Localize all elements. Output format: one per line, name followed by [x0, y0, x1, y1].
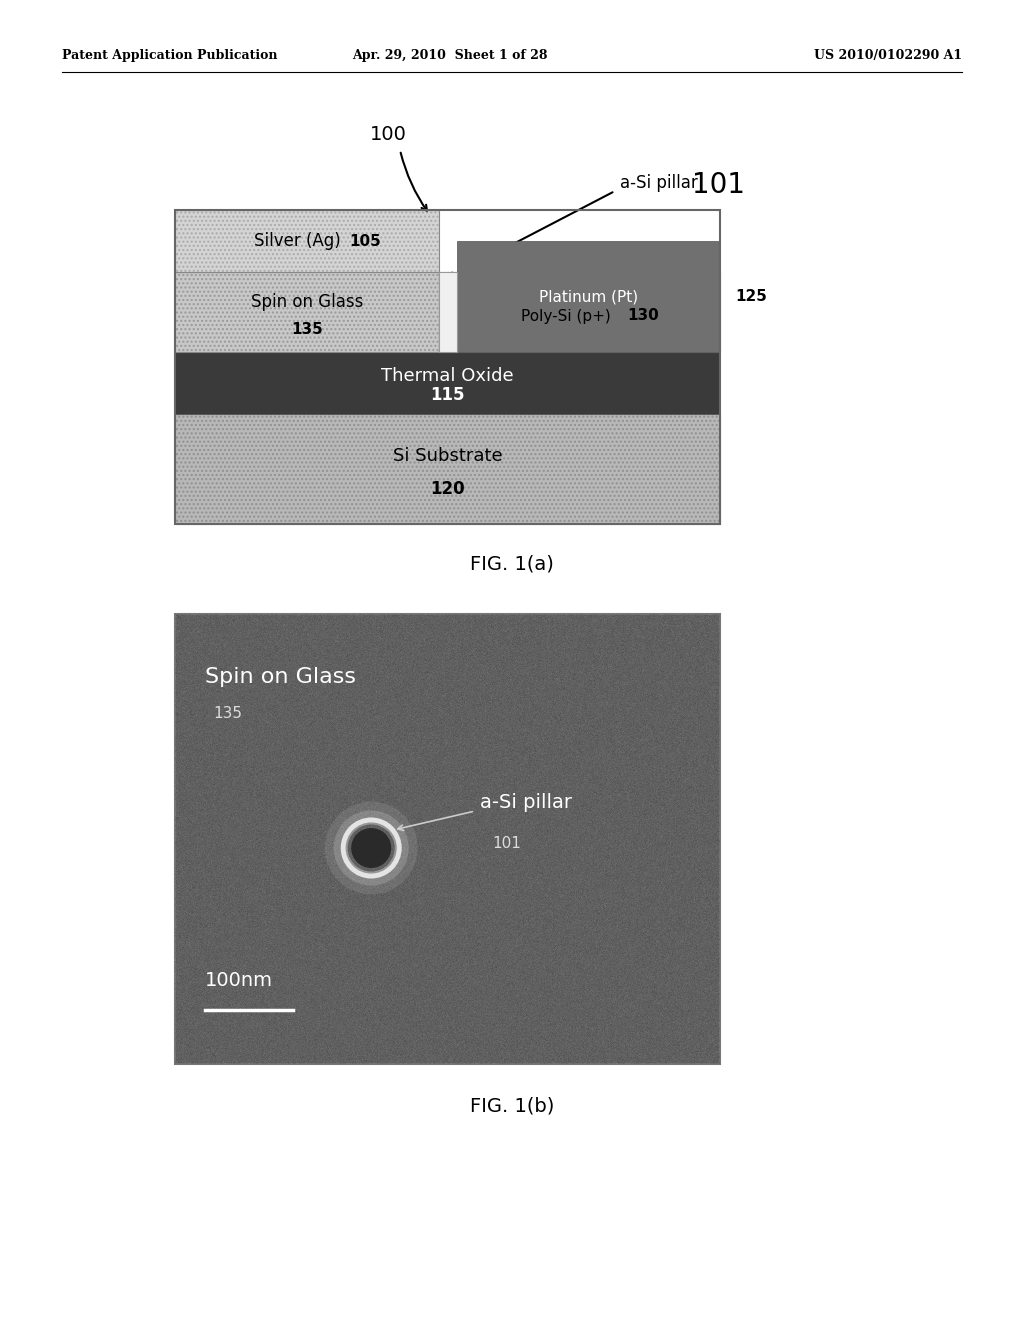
Text: Platinum (Pt): Platinum (Pt) — [539, 289, 638, 304]
Bar — [439, 272, 720, 352]
Text: Si Substrate: Si Substrate — [392, 446, 503, 465]
Bar — [175, 614, 720, 1064]
Text: 100: 100 — [370, 125, 407, 144]
Text: 120: 120 — [430, 479, 465, 498]
Text: Apr. 29, 2010  Sheet 1 of 28: Apr. 29, 2010 Sheet 1 of 28 — [352, 49, 548, 62]
Text: a-Si pillar: a-Si pillar — [480, 793, 572, 813]
Text: 101: 101 — [692, 172, 745, 199]
Bar — [457, 242, 720, 352]
Text: 135: 135 — [291, 322, 323, 337]
Text: Thermal Oxide: Thermal Oxide — [381, 367, 514, 384]
Text: Spin on Glass: Spin on Glass — [251, 293, 364, 312]
Text: FIG. 1(a): FIG. 1(a) — [470, 554, 554, 573]
Text: 105: 105 — [349, 234, 381, 248]
Text: US 2010/0102290 A1: US 2010/0102290 A1 — [814, 49, 962, 62]
Bar — [175, 272, 439, 352]
Text: 100nm: 100nm — [205, 972, 273, 990]
Text: Silver (Ag): Silver (Ag) — [254, 232, 340, 249]
Text: a-Si pillar: a-Si pillar — [620, 174, 697, 191]
Text: 135: 135 — [213, 705, 242, 721]
Text: 130: 130 — [628, 309, 659, 323]
Circle shape — [351, 828, 391, 869]
Bar — [439, 272, 720, 352]
Bar — [175, 210, 439, 272]
Text: 101: 101 — [493, 836, 521, 851]
Bar — [175, 414, 720, 524]
Bar — [439, 272, 457, 352]
Bar — [175, 414, 720, 524]
Text: Poly-Si (p+): Poly-Si (p+) — [520, 309, 610, 323]
Text: 125: 125 — [735, 289, 767, 304]
Bar — [175, 210, 439, 272]
Bar — [175, 272, 439, 352]
Text: 115: 115 — [430, 387, 465, 404]
Bar — [175, 210, 720, 524]
Text: FIG. 1(b): FIG. 1(b) — [470, 1097, 554, 1115]
Text: Spin on Glass: Spin on Glass — [205, 667, 356, 686]
Bar — [175, 352, 720, 414]
Text: Patent Application Publication: Patent Application Publication — [62, 49, 278, 62]
